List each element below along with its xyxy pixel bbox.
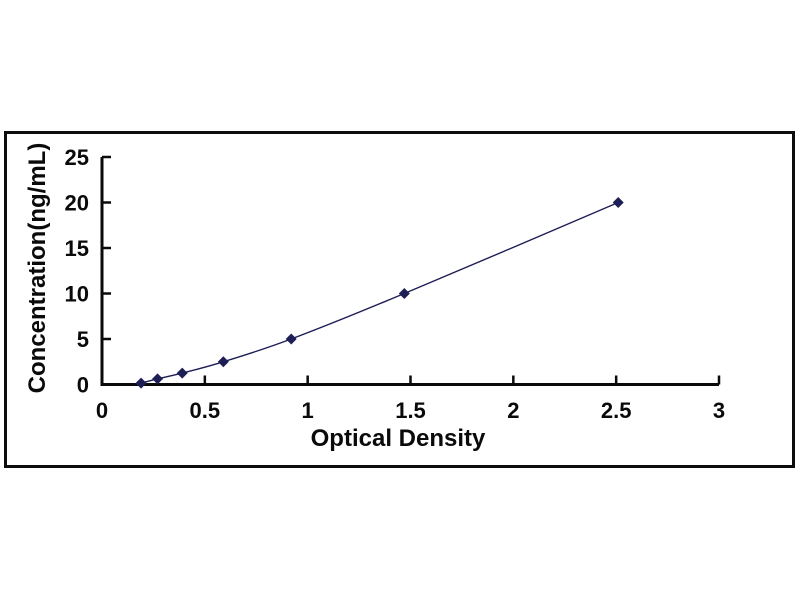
- y-tick-label: 0: [77, 373, 89, 398]
- curve-line: [140, 201, 619, 384]
- y-tick-label: 25: [65, 145, 89, 170]
- x-tick-label: 1: [302, 398, 314, 423]
- x-tick-label: 3: [713, 398, 725, 423]
- data-point-marker: [612, 197, 624, 208]
- y-tick-label: 5: [77, 327, 89, 352]
- y-tick-label: 10: [65, 282, 89, 307]
- x-tick-label: 2.5: [601, 398, 632, 423]
- data-point-marker: [217, 356, 229, 368]
- x-tick-label: 2: [507, 398, 519, 423]
- data-point-marker: [285, 333, 297, 345]
- x-tick-label: 0: [96, 398, 108, 423]
- x-tick-label: 0.5: [190, 398, 221, 423]
- y-tick-label: 15: [65, 236, 89, 261]
- y-axis-title: Concentration(ng/mL): [24, 142, 51, 394]
- y-tick-label: 20: [65, 191, 89, 216]
- data-point-marker: [398, 288, 410, 299]
- x-tick-label: 1.5: [395, 398, 426, 423]
- x-axis-title: Optical Density: [310, 425, 486, 452]
- data-point-marker: [152, 373, 164, 385]
- chart-frame: [4, 131, 795, 468]
- data-point-marker: [176, 367, 188, 379]
- axis-lines: [100, 157, 719, 386]
- data-point-marker: [135, 377, 147, 389]
